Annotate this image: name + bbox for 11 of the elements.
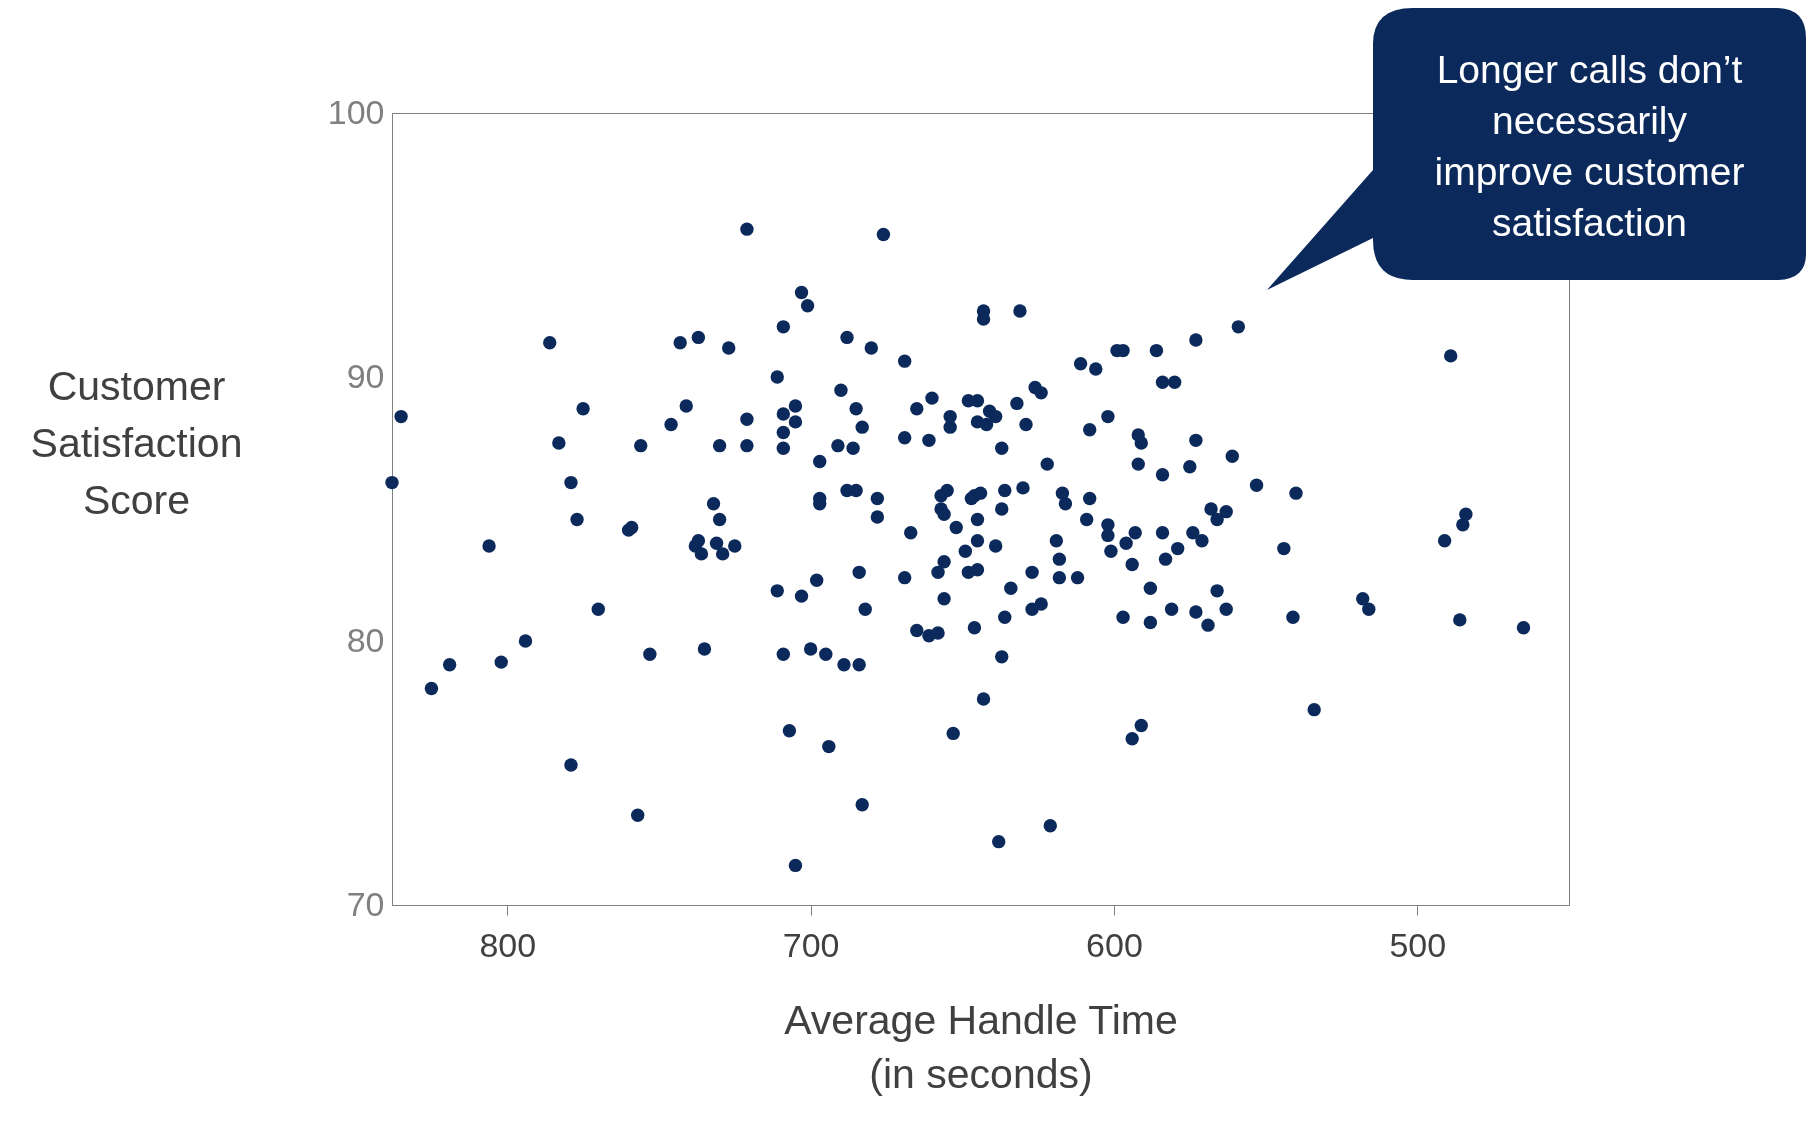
x-tick-label: 500 [1389,925,1447,964]
x-axis-title: Average Handle Time (in seconds) [784,996,1178,1097]
x-tick-label: 800 [479,925,537,964]
y-axis-title: Customer Satisfaction Score [30,362,243,523]
annotation: Longer calls don’t necessarily improve customer satisfaction [1433,47,1746,246]
y-tick-label: 80 [346,620,385,659]
x-tick-label: 600 [1086,925,1143,964]
y-tick-label: 70 [346,884,385,923]
y-tick-label: 90 [346,356,385,395]
x-tick-label: 700 [782,925,840,964]
y-tick-label: 100 [327,92,385,131]
